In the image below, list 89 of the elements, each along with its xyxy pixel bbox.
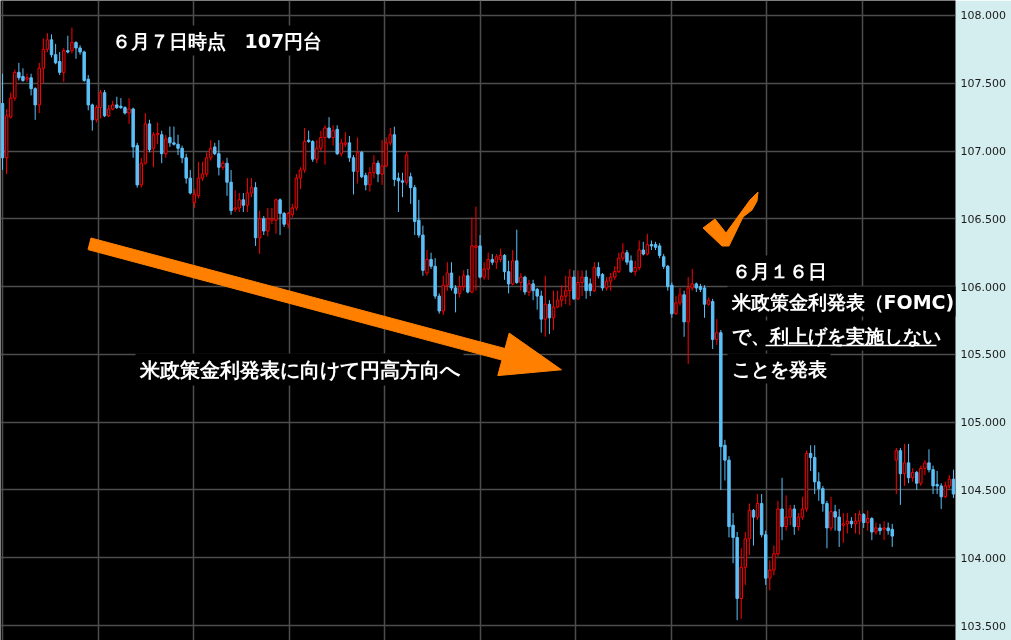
y-tick-label: 104.000	[960, 551, 1006, 565]
candlestick	[17, 62, 21, 81]
candlestick	[21, 67, 25, 83]
candlestick	[62, 47, 66, 83]
candlestick	[461, 269, 466, 292]
candlestick	[890, 523, 894, 548]
candlestick	[874, 522, 878, 536]
candlestick	[327, 116, 331, 140]
candlestick	[151, 131, 156, 168]
y-tick-label: 107.000	[960, 145, 1006, 159]
candlestick	[833, 504, 837, 532]
candlestick	[245, 177, 250, 213]
annotation: 米政策金利発表に向けて円高方向へ	[138, 357, 461, 382]
candlestick	[400, 172, 405, 198]
candlestick	[217, 139, 221, 176]
y-tick-label: 108.000	[960, 9, 1006, 23]
candlestick	[751, 508, 756, 547]
candlestick	[531, 279, 535, 301]
candlestick	[519, 272, 523, 292]
candlestick	[449, 261, 454, 292]
candlestick	[25, 73, 29, 83]
candlestick	[241, 192, 246, 213]
candlestick	[857, 509, 862, 536]
candlestick	[715, 318, 719, 346]
candlestick	[951, 469, 956, 499]
candlestick	[584, 269, 588, 300]
annotation: 米政策金利発表（FOMC)	[730, 290, 955, 313]
candlestick	[829, 496, 833, 532]
y-tick-label: 105.000	[960, 416, 1006, 430]
candlestick	[376, 160, 380, 183]
candlestick	[466, 268, 470, 294]
candlestick	[551, 290, 556, 331]
candlestick	[543, 275, 548, 338]
candlestick	[257, 210, 262, 255]
candlestick	[474, 206, 478, 292]
candlestick	[262, 215, 266, 236]
candlestick	[870, 516, 874, 541]
candlestick	[70, 27, 74, 54]
candlestick	[576, 269, 580, 301]
candlestick	[323, 124, 327, 166]
annotation: ６月７日時点 107円台	[111, 29, 323, 52]
candlestick	[74, 40, 78, 60]
candlestick	[894, 447, 899, 495]
candlestick	[580, 269, 584, 297]
candlestick	[380, 139, 384, 186]
candlestick	[568, 268, 572, 307]
y-tick-label: 106.500	[960, 212, 1006, 226]
candlestick	[755, 493, 760, 521]
candlestick	[164, 134, 168, 159]
candlestick	[127, 97, 131, 125]
y-tick-label: 103.500	[960, 619, 1006, 633]
candlestick	[204, 151, 209, 178]
candlestick	[784, 494, 788, 532]
candlestick	[57, 51, 62, 76]
y-tick-label: 104.500	[960, 483, 1006, 497]
candlestick	[159, 130, 164, 164]
candlestick	[935, 470, 939, 495]
candlestick	[915, 470, 919, 491]
candlestick	[882, 520, 886, 541]
candlestick	[486, 252, 490, 281]
candlestick	[902, 443, 907, 487]
candlestick	[425, 249, 429, 277]
candlestick	[510, 249, 515, 286]
candlestick	[310, 139, 315, 163]
candlestick	[841, 512, 845, 544]
candlestick	[196, 161, 201, 199]
candlestick	[237, 192, 241, 213]
annotation: ことを発表	[731, 357, 828, 380]
candlestick	[278, 197, 282, 236]
candlestick	[233, 189, 237, 213]
candlestick	[515, 229, 519, 285]
annotation: ６月１６日	[731, 259, 827, 282]
candlestick	[866, 509, 870, 532]
candlestick	[780, 477, 784, 541]
candlestick	[853, 512, 858, 534]
candlestick	[155, 122, 160, 145]
y-tick-label: 107.500	[960, 77, 1006, 91]
candlestick	[878, 523, 882, 536]
candlestick	[266, 207, 270, 237]
candlestick	[331, 124, 335, 147]
candlestick	[539, 290, 543, 334]
candlestick	[837, 508, 841, 548]
y-tick-label: 105.500	[960, 348, 1006, 362]
candlestick	[702, 284, 707, 319]
candlestick	[168, 126, 172, 148]
y-tick-label: 106.000	[960, 280, 1006, 294]
candlestick	[274, 197, 278, 235]
candlestick	[119, 97, 123, 110]
candlestick	[572, 269, 576, 301]
